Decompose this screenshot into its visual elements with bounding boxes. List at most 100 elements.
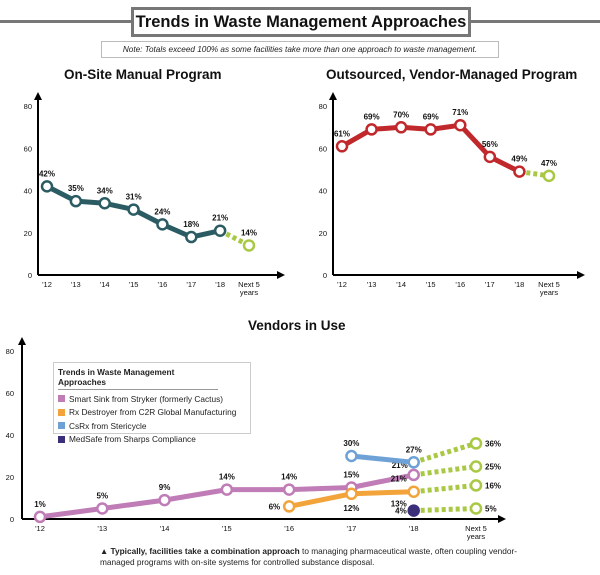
y-tick-label: 80: [319, 102, 327, 111]
data-point: [282, 483, 296, 496]
legend-label: Smart Sink from Stryker (formerly Cactus…: [69, 393, 223, 404]
chart-title-onsite: On-Site Manual Program: [64, 67, 222, 82]
legend-item-rx-destroyer: Rx Destroyer from C2R Global Manufacturi…: [54, 406, 250, 420]
data-point: [407, 485, 420, 498]
y-tick-label: 60: [6, 389, 14, 398]
data-label: 27%: [406, 445, 422, 454]
data-label: 31%: [126, 193, 142, 202]
data-point: [542, 169, 556, 183]
y-tick-label: 60: [319, 144, 327, 153]
data-point: [365, 123, 378, 136]
y-tick-label: 60: [24, 144, 32, 153]
data-label: 61%: [334, 129, 350, 138]
legend: Trends in Waste Management Approaches Sm…: [53, 362, 251, 444]
data-point: [33, 510, 47, 524]
data-label: 15%: [343, 471, 359, 480]
data-label: 18%: [183, 220, 199, 229]
x-tick-label: '17: [186, 280, 196, 289]
data-label: 16%: [485, 481, 501, 490]
data-label: 47%: [541, 159, 557, 168]
data-point: [407, 504, 420, 517]
x-tick-label: '15: [426, 280, 436, 289]
x-axis-arrow-icon: [577, 271, 585, 279]
page-title: Trends in Waste Management Approaches: [131, 7, 471, 37]
x-tick-label: '16: [284, 524, 294, 533]
data-point: [98, 197, 111, 210]
legend-swatch: [58, 395, 65, 403]
y-tick-label: 20: [6, 473, 14, 482]
chart-title-vendors: Vendors in Use: [248, 318, 346, 333]
x-tick-label: '18: [215, 280, 225, 289]
y-tick-label: 0: [323, 271, 327, 280]
y-axis-arrow-icon: [34, 92, 42, 100]
legend-swatch: [58, 422, 65, 430]
footnote-bold: Typically, facilities take a combination…: [110, 546, 300, 556]
y-axis-arrow-icon: [18, 337, 26, 345]
data-label: 36%: [485, 439, 501, 448]
data-label: 71%: [452, 108, 468, 117]
x-tick-label: '15: [222, 524, 232, 533]
data-point: [213, 224, 227, 237]
x-tick-label: years: [540, 288, 559, 297]
data-point: [483, 150, 497, 164]
data-label: 25%: [485, 463, 501, 472]
legend-swatch: [58, 408, 65, 416]
data-label: 9%: [159, 483, 171, 492]
data-point: [469, 479, 483, 492]
x-tick-label: years: [467, 532, 486, 541]
data-point: [513, 165, 526, 178]
x-tick-label: '13: [367, 280, 377, 289]
data-label: 42%: [39, 169, 55, 178]
data-label: 69%: [364, 112, 380, 121]
y-tick-label: 0: [10, 515, 14, 524]
data-point: [407, 456, 420, 469]
forecast-line: [413, 506, 477, 514]
data-label: 69%: [423, 112, 439, 121]
data-label: 49%: [511, 155, 527, 164]
data-point: [69, 194, 83, 208]
legend-item-stryker: Smart Sink from Stryker (formerly Cactus…: [54, 392, 250, 406]
x-tick-label: '17: [347, 524, 357, 533]
data-point: [96, 502, 109, 515]
x-tick-label: '14: [396, 280, 406, 289]
data-point: [335, 140, 349, 153]
data-point: [469, 460, 483, 473]
data-label: 5%: [485, 505, 497, 514]
x-tick-label: Next 5: [238, 280, 260, 289]
data-point: [454, 118, 467, 132]
note: Note: Totals exceed 100% as some facilit…: [101, 41, 499, 58]
data-point: [282, 500, 296, 513]
data-label: 4%: [395, 507, 407, 516]
forecast-line: [413, 482, 477, 495]
x-tick-label: '14: [100, 280, 110, 289]
x-tick-label: Next 5: [538, 280, 560, 289]
x-tick-label: '15: [129, 280, 139, 289]
data-label: 70%: [393, 110, 409, 119]
x-tick-label: '12: [337, 280, 347, 289]
data-point: [424, 123, 437, 136]
data-label: 35%: [68, 184, 84, 193]
data-point: [345, 487, 358, 501]
annotation-label: 21%: [391, 475, 407, 484]
data-label: 6%: [269, 502, 281, 511]
data-label: 1%: [34, 500, 46, 509]
data-point: [220, 483, 234, 496]
x-axis-arrow-icon: [277, 271, 285, 279]
legend-item-csrx: CsRx from Stericycle: [54, 419, 250, 433]
data-point: [469, 502, 483, 515]
data-label: 21%: [212, 214, 228, 223]
triangle-icon: ▲: [100, 546, 111, 556]
data-label: 13%: [391, 500, 407, 509]
data-point: [185, 230, 198, 244]
legend-title: Trends in Waste Management Approaches: [58, 367, 218, 390]
forecast-line: [219, 228, 251, 248]
data-label: 5%: [97, 492, 109, 501]
x-tick-label: '14: [160, 524, 170, 533]
data-label: 14%: [219, 473, 235, 482]
legend-label: CsRx from Stericycle: [69, 420, 147, 431]
data-label: 30%: [343, 439, 359, 448]
series-line: [351, 453, 414, 465]
data-label: 24%: [154, 207, 170, 216]
